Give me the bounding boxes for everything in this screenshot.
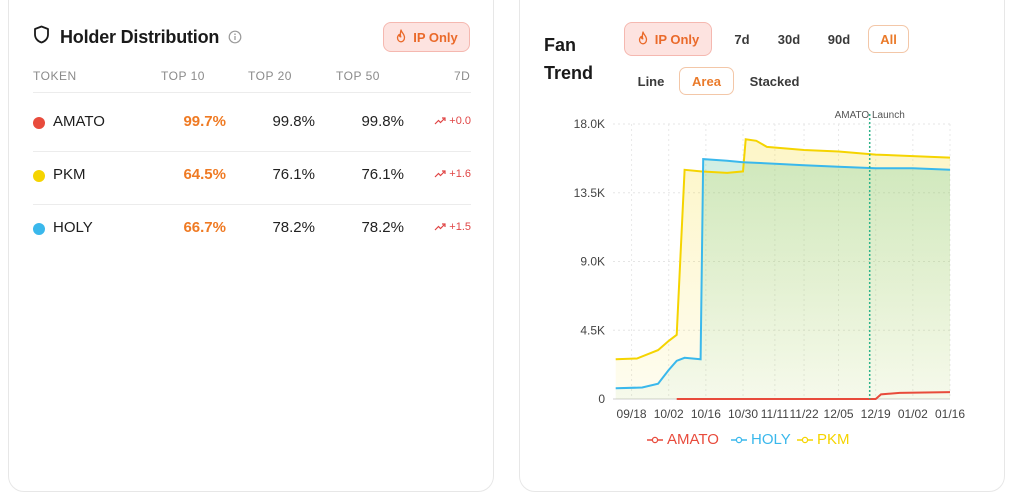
holder-title: Holder Distribution [60,26,220,47]
legend-label: PKM [817,431,850,448]
top10-value: 64.5% [183,166,226,183]
x-tick-label: 01/02 [898,407,928,421]
divider [33,204,471,205]
token-color-dot [33,117,45,129]
top20-value: 76.1% [272,166,315,183]
token-name: PKM [53,166,86,183]
column-top10: TOP 10 [161,69,205,83]
holy-line [615,158,951,390]
top50-value: 76.1% [361,166,404,183]
range-30d-button[interactable]: 30d [777,31,801,47]
flame-icon [637,30,649,48]
divider [33,151,471,152]
flame-icon [395,28,407,46]
x-tick-label: 12/19 [861,407,891,421]
ip-only-label: IP Only [654,31,700,47]
top50-value: 78.2% [361,219,404,236]
x-tick-label: 11/22 [789,407,818,421]
legend-amato[interactable]: AMATO [647,431,719,448]
legend-pkm[interactable]: PKM [797,431,850,448]
x-tick-label: 01/16 [935,407,965,421]
holder-header: Holder Distribution [33,25,242,49]
column-top20: TOP 20 [248,69,292,83]
legend-marker-icon [647,436,663,443]
mode-area-button[interactable]: Area [679,67,734,95]
table-row[interactable]: AMATO 99.7% 99.8% 99.8% +0.0 [33,98,471,150]
amato-line [676,391,951,400]
fan-title-line2: Trend [544,63,594,83]
top20-value: 99.8% [272,113,315,130]
trend-up-icon [434,170,446,178]
annotation-label: AMATO Launch [835,110,905,121]
token-color-dot [33,223,45,235]
legend-holy[interactable]: HOLY [731,431,791,448]
change-7d-value: +0.0 [449,115,471,127]
trend-up-icon [434,223,446,231]
range-all-button[interactable]: All [868,25,909,53]
legend-label: AMATO [667,431,719,448]
fan-trend-title: Fan Trend [544,31,593,87]
shield-icon [33,25,50,49]
change-7d-value: +1.5 [449,221,471,233]
holy-area [615,159,950,399]
top10-value: 66.7% [183,219,226,236]
ip-only-label: IP Only [413,29,458,45]
trend-up-icon [434,117,446,125]
change-7d: +1.6 [434,168,471,180]
pkm-line [615,138,951,361]
column-token: TOKEN [33,69,77,83]
divider [33,92,471,93]
x-tick-label: 12/05 [824,407,854,421]
change-7d: +1.5 [434,221,471,233]
range-7d-button[interactable]: 7d [734,31,750,47]
ip-only-button[interactable]: IP Only [383,22,470,52]
y-tick-label: 0 [598,392,605,406]
top20-value: 78.2% [272,219,315,236]
y-tick-label: 4.5K [580,323,605,337]
token-color-dot [33,170,45,182]
table-row[interactable]: HOLY 66.7% 78.2% 78.2% +1.5 [33,204,471,256]
token-name: AMATO [53,113,105,130]
token-name: HOLY [53,219,93,236]
change-7d-value: +1.6 [449,168,471,180]
top50-value: 99.8% [361,113,404,130]
fan-trend-card: Fan Trend IP Only 7d 30d 90d All Line Ar… [519,0,1005,492]
mode-stacked-button[interactable]: Stacked [749,73,800,89]
change-7d: +0.0 [434,115,471,127]
y-tick-label: 9.0K [580,255,605,269]
y-tick-label: 18.0K [574,117,605,131]
y-tick-label: 13.5K [574,186,605,200]
x-tick-label: 11/11 [761,407,790,421]
top10-value: 99.7% [183,113,226,130]
column-top50: TOP 50 [336,69,380,83]
range-90d-button[interactable]: 90d [827,31,851,47]
table-row[interactable]: PKM 64.5% 76.1% 76.1% +1.6 [33,151,471,203]
x-tick-label: 10/30 [728,407,758,421]
x-tick-label: 10/02 [654,407,684,421]
legend-label: HOLY [751,431,791,448]
holder-distribution-card: Holder Distribution IP Only TOKEN TOP 10… [8,0,494,492]
legend-marker-icon [731,436,747,443]
legend-marker-icon [797,436,813,443]
x-tick-label: 09/18 [617,407,647,421]
fan-title-line1: Fan [544,35,577,55]
x-tick-label: 10/16 [691,407,721,421]
mode-line-button[interactable]: Line [637,73,665,89]
info-icon[interactable] [228,30,242,44]
column-7d: 7D [454,69,471,83]
ip-only-button[interactable]: IP Only [624,22,712,56]
